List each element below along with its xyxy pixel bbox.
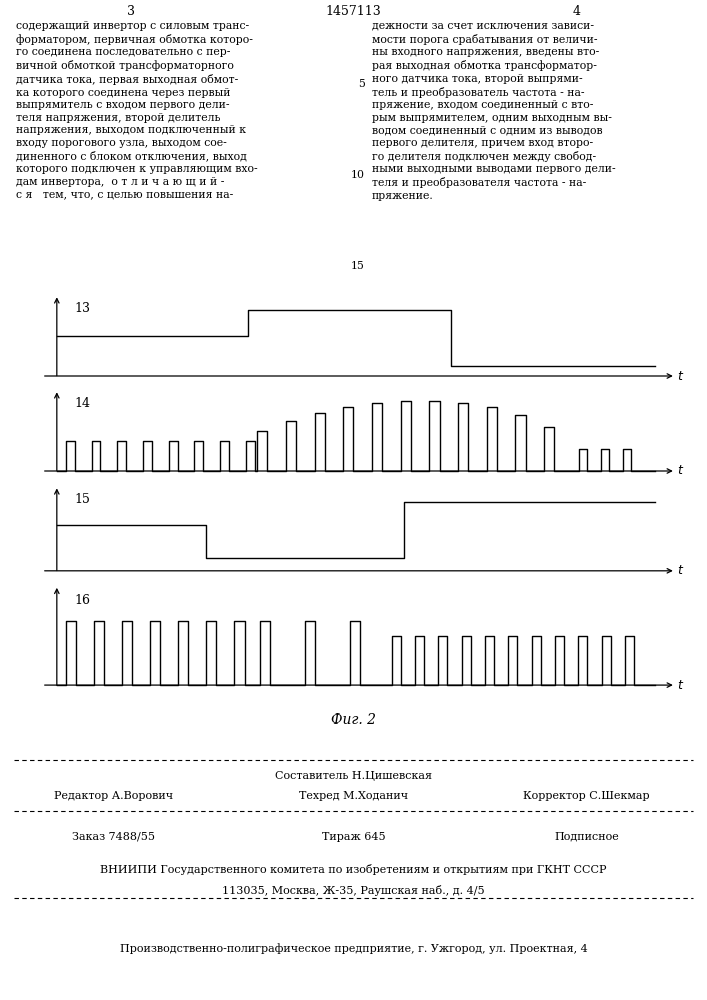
Text: t: t — [677, 464, 682, 478]
Text: содержащий инвертор с силовым транс-
форматором, первичная обмотка которо-
го со: содержащий инвертор с силовым транс- фор… — [16, 21, 257, 199]
Text: 16: 16 — [75, 594, 90, 607]
Text: Корректор С.Шекмар: Корректор С.Шекмар — [523, 791, 650, 801]
Text: Заказ 7488/55: Заказ 7488/55 — [71, 832, 155, 842]
Text: 13: 13 — [75, 302, 90, 315]
Text: t: t — [677, 679, 682, 692]
Text: Тираж 645: Тираж 645 — [322, 832, 385, 842]
Text: 3: 3 — [127, 5, 135, 18]
Text: дежности за счет исключения зависи-
мости порога срабатывания от величи-
ны вход: дежности за счет исключения зависи- мост… — [372, 21, 616, 201]
Text: 15: 15 — [351, 261, 365, 271]
Text: 113035, Москва, Ж-35, Раушская наб., д. 4/5: 113035, Москва, Ж-35, Раушская наб., д. … — [222, 885, 485, 896]
Text: Составитель Н.Цишевская: Составитель Н.Цишевская — [275, 771, 432, 781]
Text: 4: 4 — [572, 5, 580, 18]
Text: 5: 5 — [358, 79, 365, 89]
Text: Редактор А.Ворович: Редактор А.Ворович — [54, 791, 173, 801]
Text: Фиг. 2: Фиг. 2 — [331, 713, 376, 727]
Text: t: t — [677, 564, 682, 577]
Text: 15: 15 — [75, 493, 90, 506]
Text: 14: 14 — [75, 397, 90, 410]
Text: 1457113: 1457113 — [326, 5, 381, 18]
Text: Производственно-полиграфическое предприятие, г. Ужгород, ул. Проектная, 4: Производственно-полиграфическое предприя… — [119, 944, 588, 954]
Text: Подписное: Подписное — [554, 832, 619, 842]
Text: Техред М.Ходанич: Техред М.Ходанич — [299, 791, 408, 801]
Text: 10: 10 — [351, 170, 365, 180]
Text: t: t — [677, 369, 682, 382]
Text: ВНИИПИ Государственного комитета по изобретениям и открытиям при ГКНТ СССР: ВНИИПИ Государственного комитета по изоб… — [100, 864, 607, 875]
